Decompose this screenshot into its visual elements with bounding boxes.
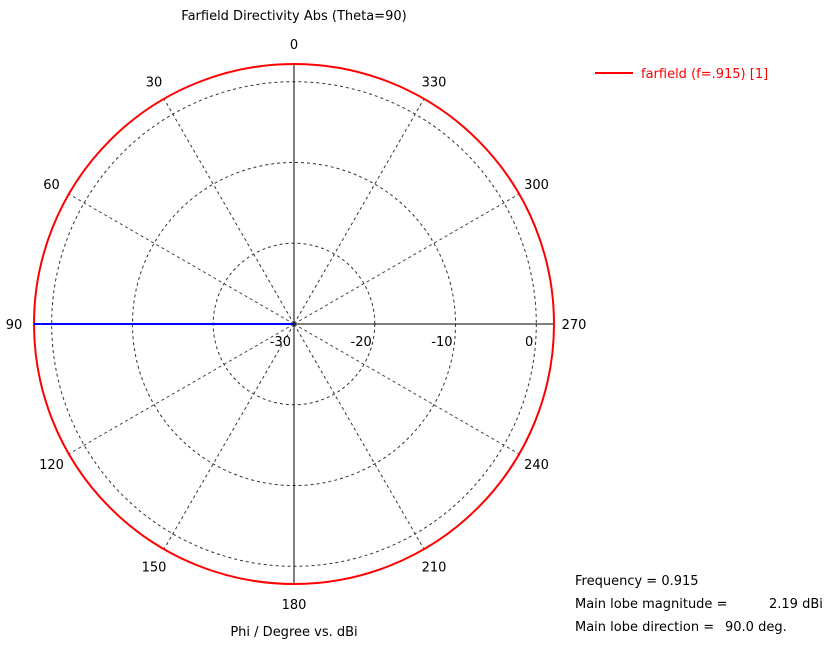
radial-tick-label: -10: [431, 335, 452, 350]
angle-tick-label: 330: [422, 76, 447, 91]
info-direction: Main lobe direction = 90.0 deg.: [575, 619, 787, 637]
grid-spoke: [163, 98, 295, 325]
grid-spoke: [68, 193, 295, 325]
angle-tick-label: 0: [290, 38, 298, 53]
radial-labels: -30 -20 -10 0: [270, 335, 534, 350]
info-magnitude-value: 2.19 dBi: [769, 597, 823, 612]
chart-title: Farfield Directivity Abs (Theta=90): [181, 9, 406, 24]
angle-tick-label: 300: [524, 178, 549, 193]
angle-tick-label: 210: [422, 560, 447, 575]
angle-tick-label: 60: [43, 178, 60, 193]
legend-label: farfield (f=.915) [1]: [641, 67, 768, 82]
series-layer: [33, 63, 555, 585]
angle-tick-label: 270: [562, 318, 587, 333]
angle-tick-label: 150: [142, 560, 167, 575]
grid-spoke: [293, 193, 520, 325]
radial-tick-label: -20: [351, 335, 372, 350]
angle-tick-label: 180: [282, 598, 307, 613]
grid-spoke: [293, 98, 425, 325]
angle-tick-label: 240: [524, 458, 549, 473]
info-magnitude-label: Main lobe magnitude =: [575, 597, 728, 612]
radial-tick-label: 0: [525, 335, 533, 350]
grid-spoke: [68, 323, 295, 455]
x-axis-label: Phi / Degree vs. dBi: [230, 625, 357, 640]
angle-tick-label: 30: [146, 76, 163, 91]
info-direction-label: Main lobe direction =: [575, 620, 715, 635]
radial-tick-label: -30: [270, 335, 291, 350]
info-frequency: Frequency = 0.915: [575, 574, 699, 589]
info-direction-value: 90.0 deg.: [725, 620, 787, 635]
grid-spoke: [293, 323, 520, 455]
angle-tick-label: 120: [39, 458, 64, 473]
info-magnitude: Main lobe magnitude = 2.19 dBi: [575, 596, 823, 614]
angle-tick-label: 90: [6, 318, 23, 333]
grid-spoke: [293, 323, 425, 550]
angle-labels: 0 30 60 90 120 150 180 210 240 270 300 330: [6, 38, 587, 613]
legend: farfield (f=.915) [1]: [595, 67, 768, 82]
grid-spoke: [163, 323, 295, 550]
